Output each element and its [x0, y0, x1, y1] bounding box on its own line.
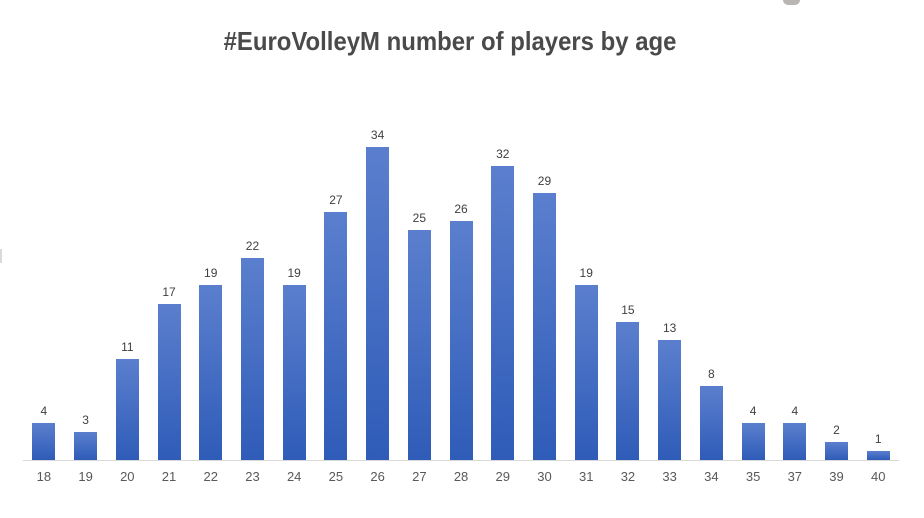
chart-title: #EuroVolleyM number of players by age: [223, 26, 677, 56]
data-label: 32: [496, 147, 510, 161]
bar-slot-age-19: 3: [65, 414, 107, 460]
bar-slot-age-28: 26: [440, 203, 482, 460]
bar-slot-age-29: 32: [482, 148, 524, 460]
bar-slot-age-27: 25: [398, 212, 440, 460]
x-tick-label: 37: [787, 469, 803, 484]
bar-age-31: [574, 285, 598, 460]
bar-age-29: [491, 166, 515, 460]
data-label: 4: [791, 404, 799, 418]
bar-slot-age-33: 13: [649, 322, 691, 460]
data-label: 29: [537, 174, 552, 188]
bar-slot-age-40: 1: [857, 433, 899, 460]
x-tick-label: 21: [161, 469, 177, 484]
bar-slot-age-37: 4: [774, 405, 816, 460]
bar-slot-age-21: 17: [148, 286, 190, 460]
bar-slot-age-18: 4: [23, 405, 65, 460]
plot-area: 4 3 11 17 19 22 19 27 34 25 26 32 29 19 15 13 8 4 4 2 1: [23, 88, 899, 461]
x-tick-label: 39: [829, 469, 844, 484]
x-tick-label: 23: [245, 469, 260, 484]
x-tick-label: 33: [662, 469, 677, 484]
bar-slot-age-39: 2: [816, 424, 858, 460]
x-tick-label: 27: [412, 469, 427, 484]
bar-age-20: [115, 359, 139, 460]
bar-age-40: [866, 451, 890, 460]
bar-age-26: [366, 147, 390, 460]
bar-slot-age-20: 11: [106, 341, 148, 460]
bar-slot-age-34: 8: [691, 368, 733, 460]
data-label: 13: [662, 321, 677, 335]
x-tick-label: 29: [495, 469, 510, 484]
x-tick-label: 22: [203, 469, 218, 484]
data-label: 4: [749, 404, 757, 418]
bar-age-35: [741, 423, 765, 460]
cropped-axis-fragment: [0, 249, 2, 263]
data-label: 19: [287, 266, 301, 280]
data-label: 34: [370, 128, 385, 142]
data-label: 2: [833, 423, 840, 437]
bar-age-22: [199, 285, 223, 460]
bar-slot-age-23: 22: [232, 240, 274, 460]
x-tick-label: 34: [704, 469, 719, 484]
bar-age-28: [449, 221, 473, 460]
window-edge-artifact: [783, 0, 800, 5]
bar-slot-age-31: 19: [565, 267, 607, 460]
data-label: 15: [621, 303, 635, 317]
bar-age-18: [32, 423, 56, 460]
data-label: 22: [245, 239, 260, 253]
x-tick-label: 20: [120, 469, 135, 484]
bar-slot-age-24: 19: [273, 267, 315, 460]
bar-slot-age-25: 27: [315, 194, 357, 460]
bar-age-27: [407, 230, 431, 460]
bar-slot-age-35: 4: [732, 405, 774, 460]
data-label: 8: [708, 367, 715, 381]
x-tick-label: 24: [286, 469, 302, 484]
data-label: 19: [204, 266, 218, 280]
x-tick-label: 28: [453, 469, 469, 484]
x-tick-label: 30: [537, 469, 552, 484]
x-tick-label: 31: [578, 469, 594, 484]
x-tick-label: 40: [871, 469, 886, 484]
x-tick-label: 32: [620, 469, 636, 484]
data-label: 17: [162, 285, 176, 299]
bar-slot-age-26: 34: [357, 129, 399, 460]
x-tick-label: 35: [745, 469, 761, 484]
bar-slot-age-32: 15: [607, 304, 649, 460]
bar-age-33: [658, 340, 682, 460]
bar-slot-age-30: 29: [524, 175, 566, 460]
x-tick-label: 25: [328, 469, 344, 484]
bar-age-32: [616, 322, 640, 460]
bar-age-25: [324, 212, 348, 460]
bar-age-24: [282, 285, 306, 460]
bar-age-30: [532, 193, 556, 460]
data-label: 1: [874, 432, 882, 446]
bar-age-19: [74, 432, 98, 460]
x-tick-label: 26: [370, 469, 385, 484]
data-label: 26: [454, 202, 468, 216]
data-label: 27: [329, 193, 343, 207]
data-label: 11: [121, 340, 134, 354]
bar-slot-age-22: 19: [190, 267, 232, 460]
data-label: 3: [82, 413, 89, 427]
bar-age-23: [240, 258, 264, 460]
bar-age-37: [783, 423, 807, 460]
x-axis-tick-row: 18 19 20 21 22 23 24 25 26 27 28 29 30 31 32 33 34 35 37 39…: [23, 469, 899, 484]
bar-age-39: [825, 442, 849, 460]
bar-age-21: [157, 304, 181, 460]
data-label: 19: [579, 266, 593, 280]
data-label: 25: [412, 211, 426, 225]
data-label: 4: [40, 404, 48, 418]
bar-age-34: [699, 386, 723, 460]
x-tick-label: 18: [36, 469, 52, 484]
x-tick-label: 19: [78, 469, 93, 484]
